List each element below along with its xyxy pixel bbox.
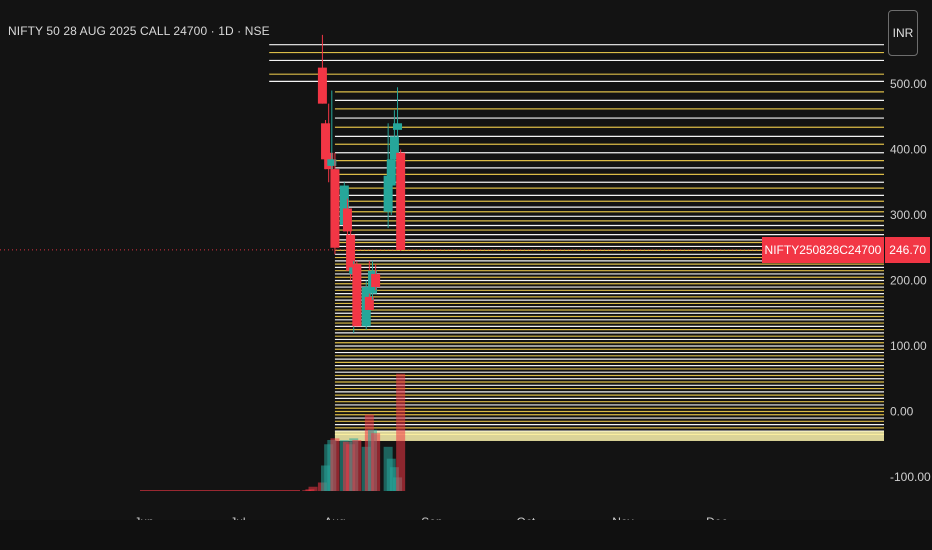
candles <box>317 34 406 333</box>
y-tick-label: 400.00 <box>890 143 927 157</box>
candle-body <box>371 273 381 288</box>
chart-title: NIFTY 50 28 AUG 2025 CALL 24700 · 1D · N… <box>8 24 270 38</box>
level-band <box>334 431 884 441</box>
y-tick-label: 100.00 <box>890 339 927 353</box>
currency-button[interactable]: INR <box>888 10 918 56</box>
y-tick-label: 500.00 <box>890 77 927 91</box>
candle-body <box>364 296 374 310</box>
last-price-symbol: NIFTY250828C24700 <box>761 236 885 263</box>
candle-body <box>339 185 349 225</box>
candle-body <box>383 175 393 212</box>
volume-bars <box>140 373 406 491</box>
volume-bar <box>352 440 362 491</box>
volume-bar <box>330 438 340 491</box>
last-price-value: 246.70 <box>885 236 930 263</box>
last-price-tag: NIFTY250828C24700 246.70 <box>761 236 930 263</box>
horizontal-levels <box>269 44 884 441</box>
volume-bar <box>396 373 406 491</box>
y-tick-label: 0.00 <box>890 405 914 419</box>
candle-body <box>352 264 362 327</box>
candle-body <box>346 234 356 271</box>
y-axis[interactable]: 500.00 400.00 300.00 200.00 100.00 0.00 -100.0… <box>890 77 931 484</box>
volume-bar <box>371 433 381 491</box>
candle-body <box>330 169 340 248</box>
candle-body <box>327 159 337 166</box>
volume-bar <box>308 486 318 491</box>
candle-body <box>386 159 396 186</box>
candle-body <box>317 67 327 104</box>
candle-body <box>342 208 352 232</box>
candle-body <box>389 136 399 160</box>
candle-body <box>396 152 406 250</box>
candle-body <box>393 123 403 130</box>
y-tick-label: 200.00 <box>890 274 927 288</box>
candle-body <box>321 123 331 160</box>
time-axis-band <box>0 520 932 550</box>
y-tick-label: 300.00 <box>890 208 927 222</box>
y-tick-label: -100.00 <box>890 470 931 484</box>
